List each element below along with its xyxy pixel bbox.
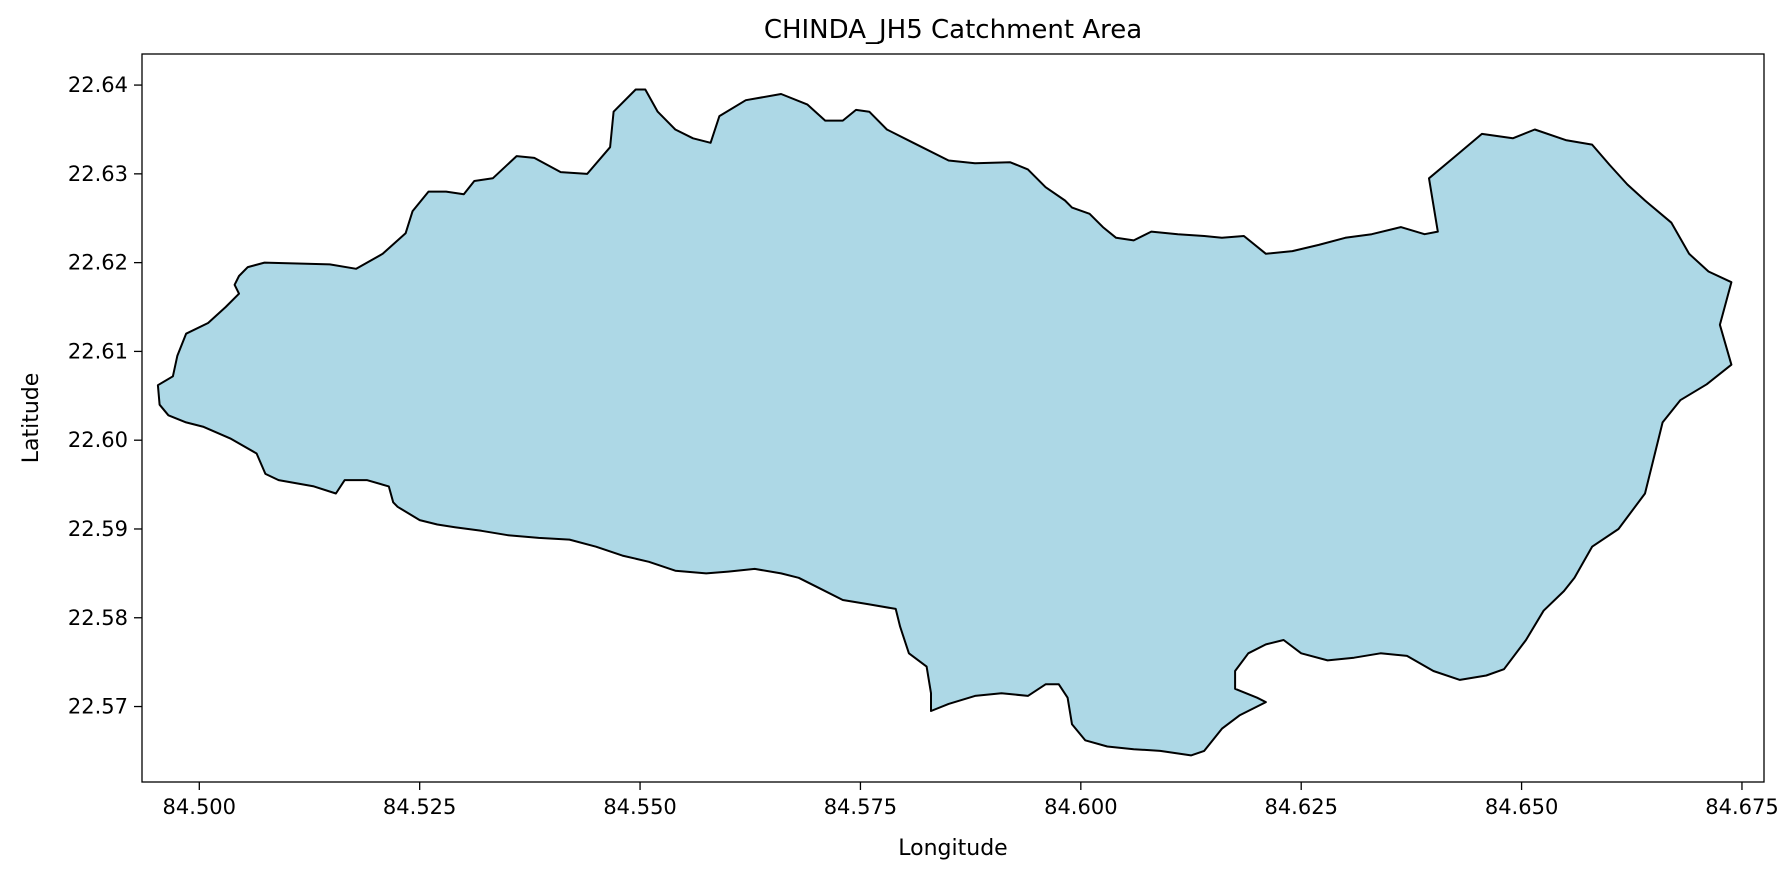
y-tick-label: 22.64	[68, 73, 128, 97]
y-tick-label: 22.62	[68, 251, 128, 275]
catchment-boundary-polygon	[156, 88, 1733, 757]
y-tick-label: 22.60	[68, 428, 128, 452]
plot-frame	[141, 53, 1765, 783]
x-tick-label: 84.550	[603, 795, 676, 819]
x-tick-label: 84.625	[1264, 795, 1337, 819]
x-tick-label: 84.600	[1044, 795, 1117, 819]
plot-area	[141, 53, 1765, 783]
x-tick-label: 84.650	[1485, 795, 1558, 819]
y-tick-label: 22.63	[68, 162, 128, 186]
y-tick-label: 22.61	[68, 339, 128, 363]
x-tick-label: 84.575	[824, 795, 897, 819]
y-tick-label: 22.58	[68, 606, 128, 630]
x-tick-label: 84.675	[1705, 795, 1778, 819]
y-axis-label: Latitude	[19, 373, 44, 464]
x-axis-ticks: 84.500 84.525 84.550 84.575 84.600 84.625 84.6…	[163, 782, 1779, 819]
x-tick-label: 84.500	[163, 795, 236, 819]
y-tick-label: 22.57	[68, 695, 128, 719]
y-tick-label: 22.59	[68, 517, 128, 541]
x-tick-label: 84.525	[383, 795, 456, 819]
x-axis-label: Longitude	[898, 836, 1007, 861]
y-axis-ticks: 22.57 22.58 22.59 22.60 22.61 22.62 22.63 22.64	[68, 73, 142, 719]
chart-title: CHINDA_JH5 Catchment Area	[764, 15, 1142, 45]
